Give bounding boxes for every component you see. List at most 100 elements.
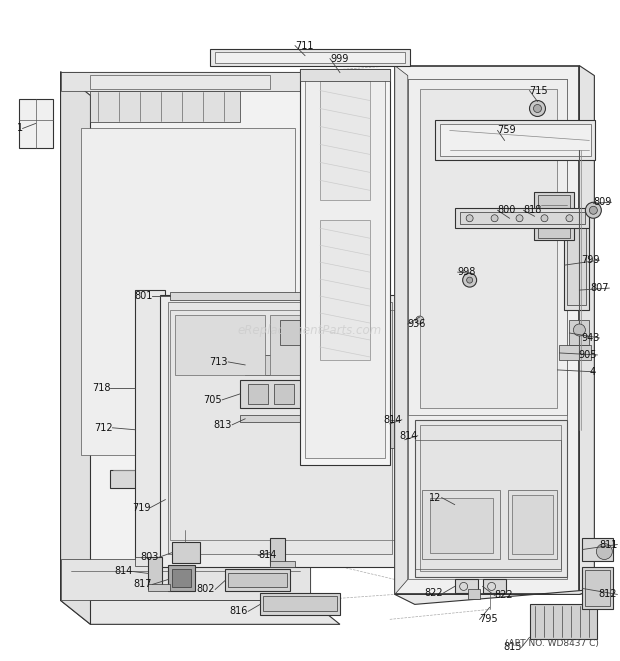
- Text: 712: 712: [94, 423, 112, 433]
- Text: 817: 817: [134, 580, 153, 590]
- Polygon shape: [430, 498, 493, 553]
- Polygon shape: [61, 600, 340, 625]
- Text: 943: 943: [581, 333, 600, 343]
- Text: 936: 936: [408, 319, 426, 329]
- Polygon shape: [508, 490, 557, 559]
- Polygon shape: [240, 415, 390, 422]
- Text: 999: 999: [330, 54, 348, 63]
- Polygon shape: [420, 89, 557, 408]
- Polygon shape: [569, 320, 590, 345]
- Polygon shape: [395, 65, 408, 594]
- Polygon shape: [135, 557, 295, 566]
- Circle shape: [463, 273, 477, 287]
- Polygon shape: [215, 52, 405, 63]
- Circle shape: [529, 100, 546, 116]
- Text: 814: 814: [399, 431, 418, 441]
- Circle shape: [541, 215, 548, 221]
- Text: 718: 718: [92, 383, 110, 393]
- Polygon shape: [61, 71, 310, 91]
- Polygon shape: [529, 604, 597, 639]
- Text: 800: 800: [498, 206, 516, 215]
- Polygon shape: [539, 195, 570, 238]
- Polygon shape: [467, 590, 480, 600]
- Text: eReplacementParts.com: eReplacementParts.com: [238, 323, 382, 336]
- Polygon shape: [482, 580, 505, 594]
- Polygon shape: [454, 208, 590, 228]
- Polygon shape: [534, 192, 574, 240]
- Text: 998: 998: [458, 267, 476, 277]
- Polygon shape: [564, 220, 590, 310]
- Polygon shape: [395, 65, 580, 594]
- Polygon shape: [225, 570, 290, 592]
- Polygon shape: [352, 384, 372, 404]
- Text: 822: 822: [495, 590, 513, 600]
- Circle shape: [466, 215, 473, 221]
- Polygon shape: [300, 69, 390, 465]
- Text: 812: 812: [599, 590, 618, 600]
- Circle shape: [596, 543, 613, 559]
- Polygon shape: [172, 541, 200, 563]
- Text: 1: 1: [17, 124, 23, 134]
- Polygon shape: [340, 386, 384, 402]
- Polygon shape: [135, 290, 166, 559]
- Polygon shape: [161, 295, 400, 567]
- Polygon shape: [248, 384, 268, 404]
- Circle shape: [585, 202, 601, 218]
- Polygon shape: [280, 320, 305, 345]
- Polygon shape: [260, 594, 340, 615]
- Circle shape: [566, 215, 573, 221]
- Polygon shape: [170, 292, 390, 300]
- Circle shape: [574, 324, 585, 336]
- Polygon shape: [420, 425, 562, 572]
- Polygon shape: [175, 315, 265, 375]
- Circle shape: [590, 206, 597, 214]
- Polygon shape: [585, 570, 610, 606]
- Polygon shape: [263, 596, 337, 611]
- Polygon shape: [61, 71, 91, 625]
- Polygon shape: [61, 71, 310, 600]
- Circle shape: [516, 215, 523, 221]
- Text: 719: 719: [132, 502, 151, 512]
- Polygon shape: [110, 470, 280, 488]
- Polygon shape: [408, 79, 567, 580]
- Polygon shape: [459, 212, 585, 224]
- Polygon shape: [270, 561, 295, 567]
- Text: 811: 811: [599, 539, 618, 549]
- Text: 814: 814: [114, 566, 133, 576]
- Polygon shape: [326, 384, 346, 404]
- Text: 12: 12: [429, 492, 441, 502]
- Polygon shape: [210, 49, 410, 65]
- Polygon shape: [270, 315, 390, 375]
- Text: 814: 814: [258, 551, 277, 561]
- Polygon shape: [440, 124, 591, 157]
- Circle shape: [416, 316, 423, 324]
- Text: 803: 803: [140, 553, 158, 563]
- Polygon shape: [305, 73, 385, 457]
- Text: 799: 799: [581, 255, 600, 265]
- Polygon shape: [567, 225, 587, 305]
- Polygon shape: [270, 537, 285, 565]
- Polygon shape: [390, 420, 405, 447]
- Circle shape: [533, 104, 541, 112]
- Polygon shape: [422, 490, 500, 559]
- Polygon shape: [148, 557, 162, 590]
- Text: 809: 809: [593, 197, 611, 208]
- Polygon shape: [168, 302, 392, 555]
- Text: 818: 818: [523, 206, 542, 215]
- Polygon shape: [168, 565, 195, 592]
- Polygon shape: [582, 567, 613, 609]
- Text: 822: 822: [424, 588, 443, 598]
- Polygon shape: [274, 384, 294, 404]
- Polygon shape: [408, 79, 567, 415]
- Polygon shape: [148, 584, 171, 592]
- Text: 813: 813: [214, 420, 232, 430]
- Text: 807: 807: [591, 283, 609, 293]
- Polygon shape: [240, 380, 390, 408]
- Polygon shape: [228, 574, 287, 588]
- Polygon shape: [91, 91, 240, 122]
- Text: 816: 816: [230, 606, 248, 616]
- Polygon shape: [415, 420, 567, 578]
- Polygon shape: [61, 559, 310, 600]
- Polygon shape: [454, 580, 477, 594]
- Text: 905: 905: [579, 350, 597, 360]
